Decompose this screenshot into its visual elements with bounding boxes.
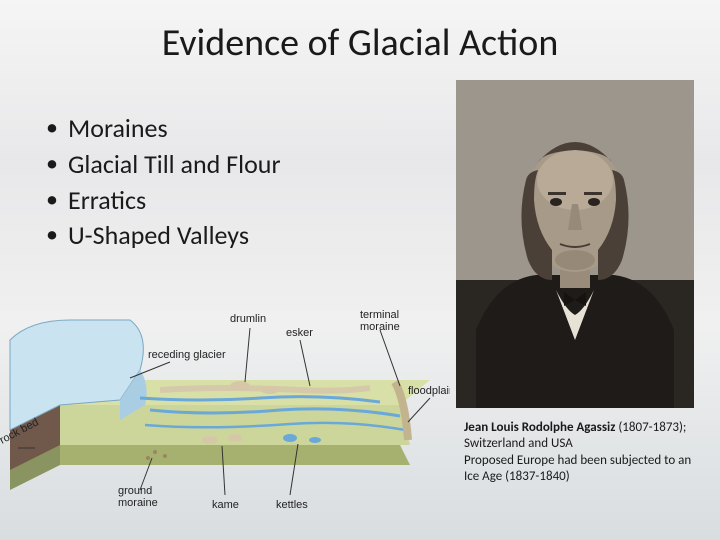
diagram-svg: drumlin esker terminalmoraine receding g…	[0, 290, 450, 515]
slide-title: Evidence of Glacial Action	[0, 20, 720, 66]
label-receding-glacier: receding glacier	[148, 349, 226, 361]
portrait-svg	[456, 80, 694, 408]
label-esker: esker	[286, 327, 313, 339]
glacial-diagram: drumlin esker terminalmoraine receding g…	[0, 290, 450, 515]
label-kettles: kettles	[276, 499, 308, 511]
list-item: Glacial Till and Flour	[42, 148, 281, 182]
portrait-caption: Jean Louis Rodolphe Agassiz (1807-1873);…	[464, 420, 694, 485]
label-drumlin: drumlin	[230, 313, 266, 325]
bullet-list: Moraines Glacial Till and Flour Erratics…	[42, 112, 281, 255]
caption-name: Jean Louis Rodolphe Agassiz	[464, 420, 615, 435]
slide: Evidence of Glacial Action Moraines Glac…	[0, 0, 720, 540]
label-ground-moraine: groundmoraine	[118, 485, 158, 509]
caption-desc: Proposed Europe had been subjected to an…	[464, 453, 691, 484]
list-item: Moraines	[42, 112, 281, 146]
label-terminal-moraine: terminalmoraine	[360, 309, 400, 333]
label-floodplain: floodplain	[408, 385, 450, 397]
list-item: U-Shaped Valleys	[42, 219, 281, 253]
list-item: Erratics	[42, 184, 281, 218]
portrait-photo	[456, 80, 694, 408]
label-kame: kame	[212, 499, 239, 511]
